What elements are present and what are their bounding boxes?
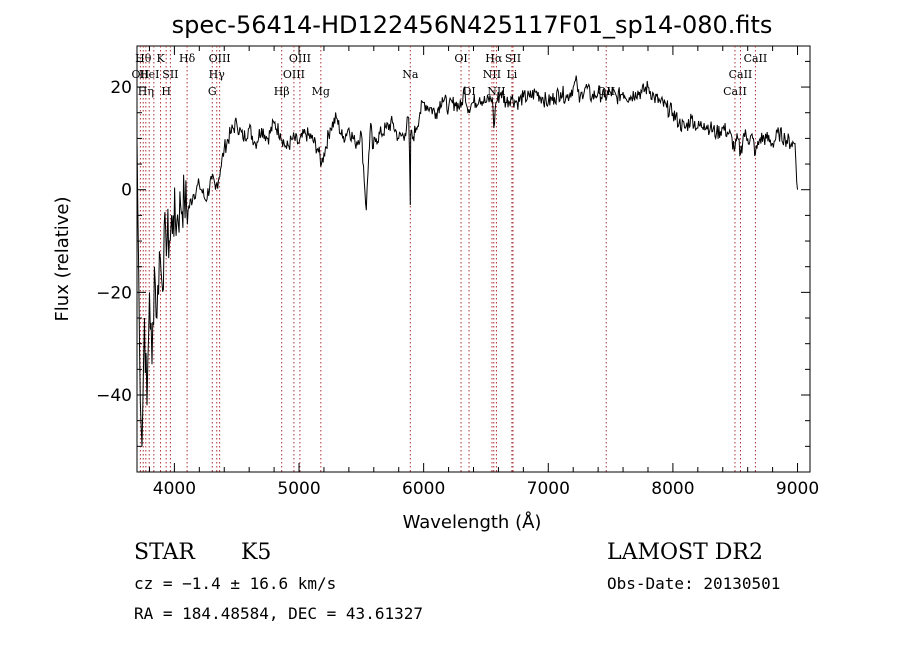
line-label: Na (402, 68, 419, 81)
y-tick-label: −40 (96, 386, 132, 406)
line-label: G (208, 85, 217, 98)
line-label: NII (483, 68, 501, 81)
line-label: OI (454, 52, 467, 65)
line-label: OIII (209, 52, 231, 65)
x-tick-label: 4000 (153, 479, 196, 499)
redshift-cz: cz = −1.4 ± 16.6 km/s (134, 574, 337, 593)
object-type: STAR (134, 540, 195, 565)
x-tick-label: 5000 (277, 479, 320, 499)
line-label: SII (505, 52, 521, 65)
line-label: CaII (729, 68, 753, 81)
line-label: OIII (283, 68, 305, 81)
line-label: Hα (485, 52, 503, 65)
line-label: Li (506, 68, 517, 81)
line-label: K (156, 52, 165, 65)
line-label: Hη (138, 85, 154, 98)
line-label: CaII (744, 52, 768, 65)
survey-name: LAMOST DR2 (607, 540, 763, 565)
x-axis-label: Wavelength (Å) (403, 511, 542, 533)
y-tick-label: 20 (110, 78, 132, 98)
x-tick-label: 8000 (651, 479, 694, 499)
line-label: CaII (723, 85, 747, 98)
line-label: Mg (312, 85, 330, 98)
y-tick-label: −20 (96, 283, 132, 303)
line-label: OII (132, 68, 150, 81)
line-label: Hδ (179, 52, 196, 65)
y-tick-label: 0 (121, 181, 132, 201)
chart-title: spec-56414-HD122456N425117F01_sp14-080.f… (172, 11, 773, 39)
line-label: Hγ (209, 68, 226, 81)
x-tick-label: 9000 (776, 479, 819, 499)
x-tick-label: 7000 (527, 479, 570, 499)
line-label: SII (162, 68, 178, 81)
line-label: Hβ (274, 85, 290, 98)
x-tick-label: 6000 (402, 479, 445, 499)
subclass: K5 (241, 540, 272, 565)
coordinates: RA = 184.48584, DEC = 43.61327 (134, 604, 423, 623)
line-label: OIII (289, 52, 311, 65)
line-label: HeI (139, 68, 159, 81)
y-axis-label: Flux (relative) (52, 196, 73, 321)
plot-frame (136, 45, 811, 473)
observation-date: Obs-Date: 20130501 (607, 574, 781, 593)
axis-ticks: 4000 5000 6000 7000 8000 9000 20 0 −20 −40 (96, 46, 819, 499)
line-label: H (161, 85, 171, 98)
spectrum-series-line (136, 75, 798, 447)
